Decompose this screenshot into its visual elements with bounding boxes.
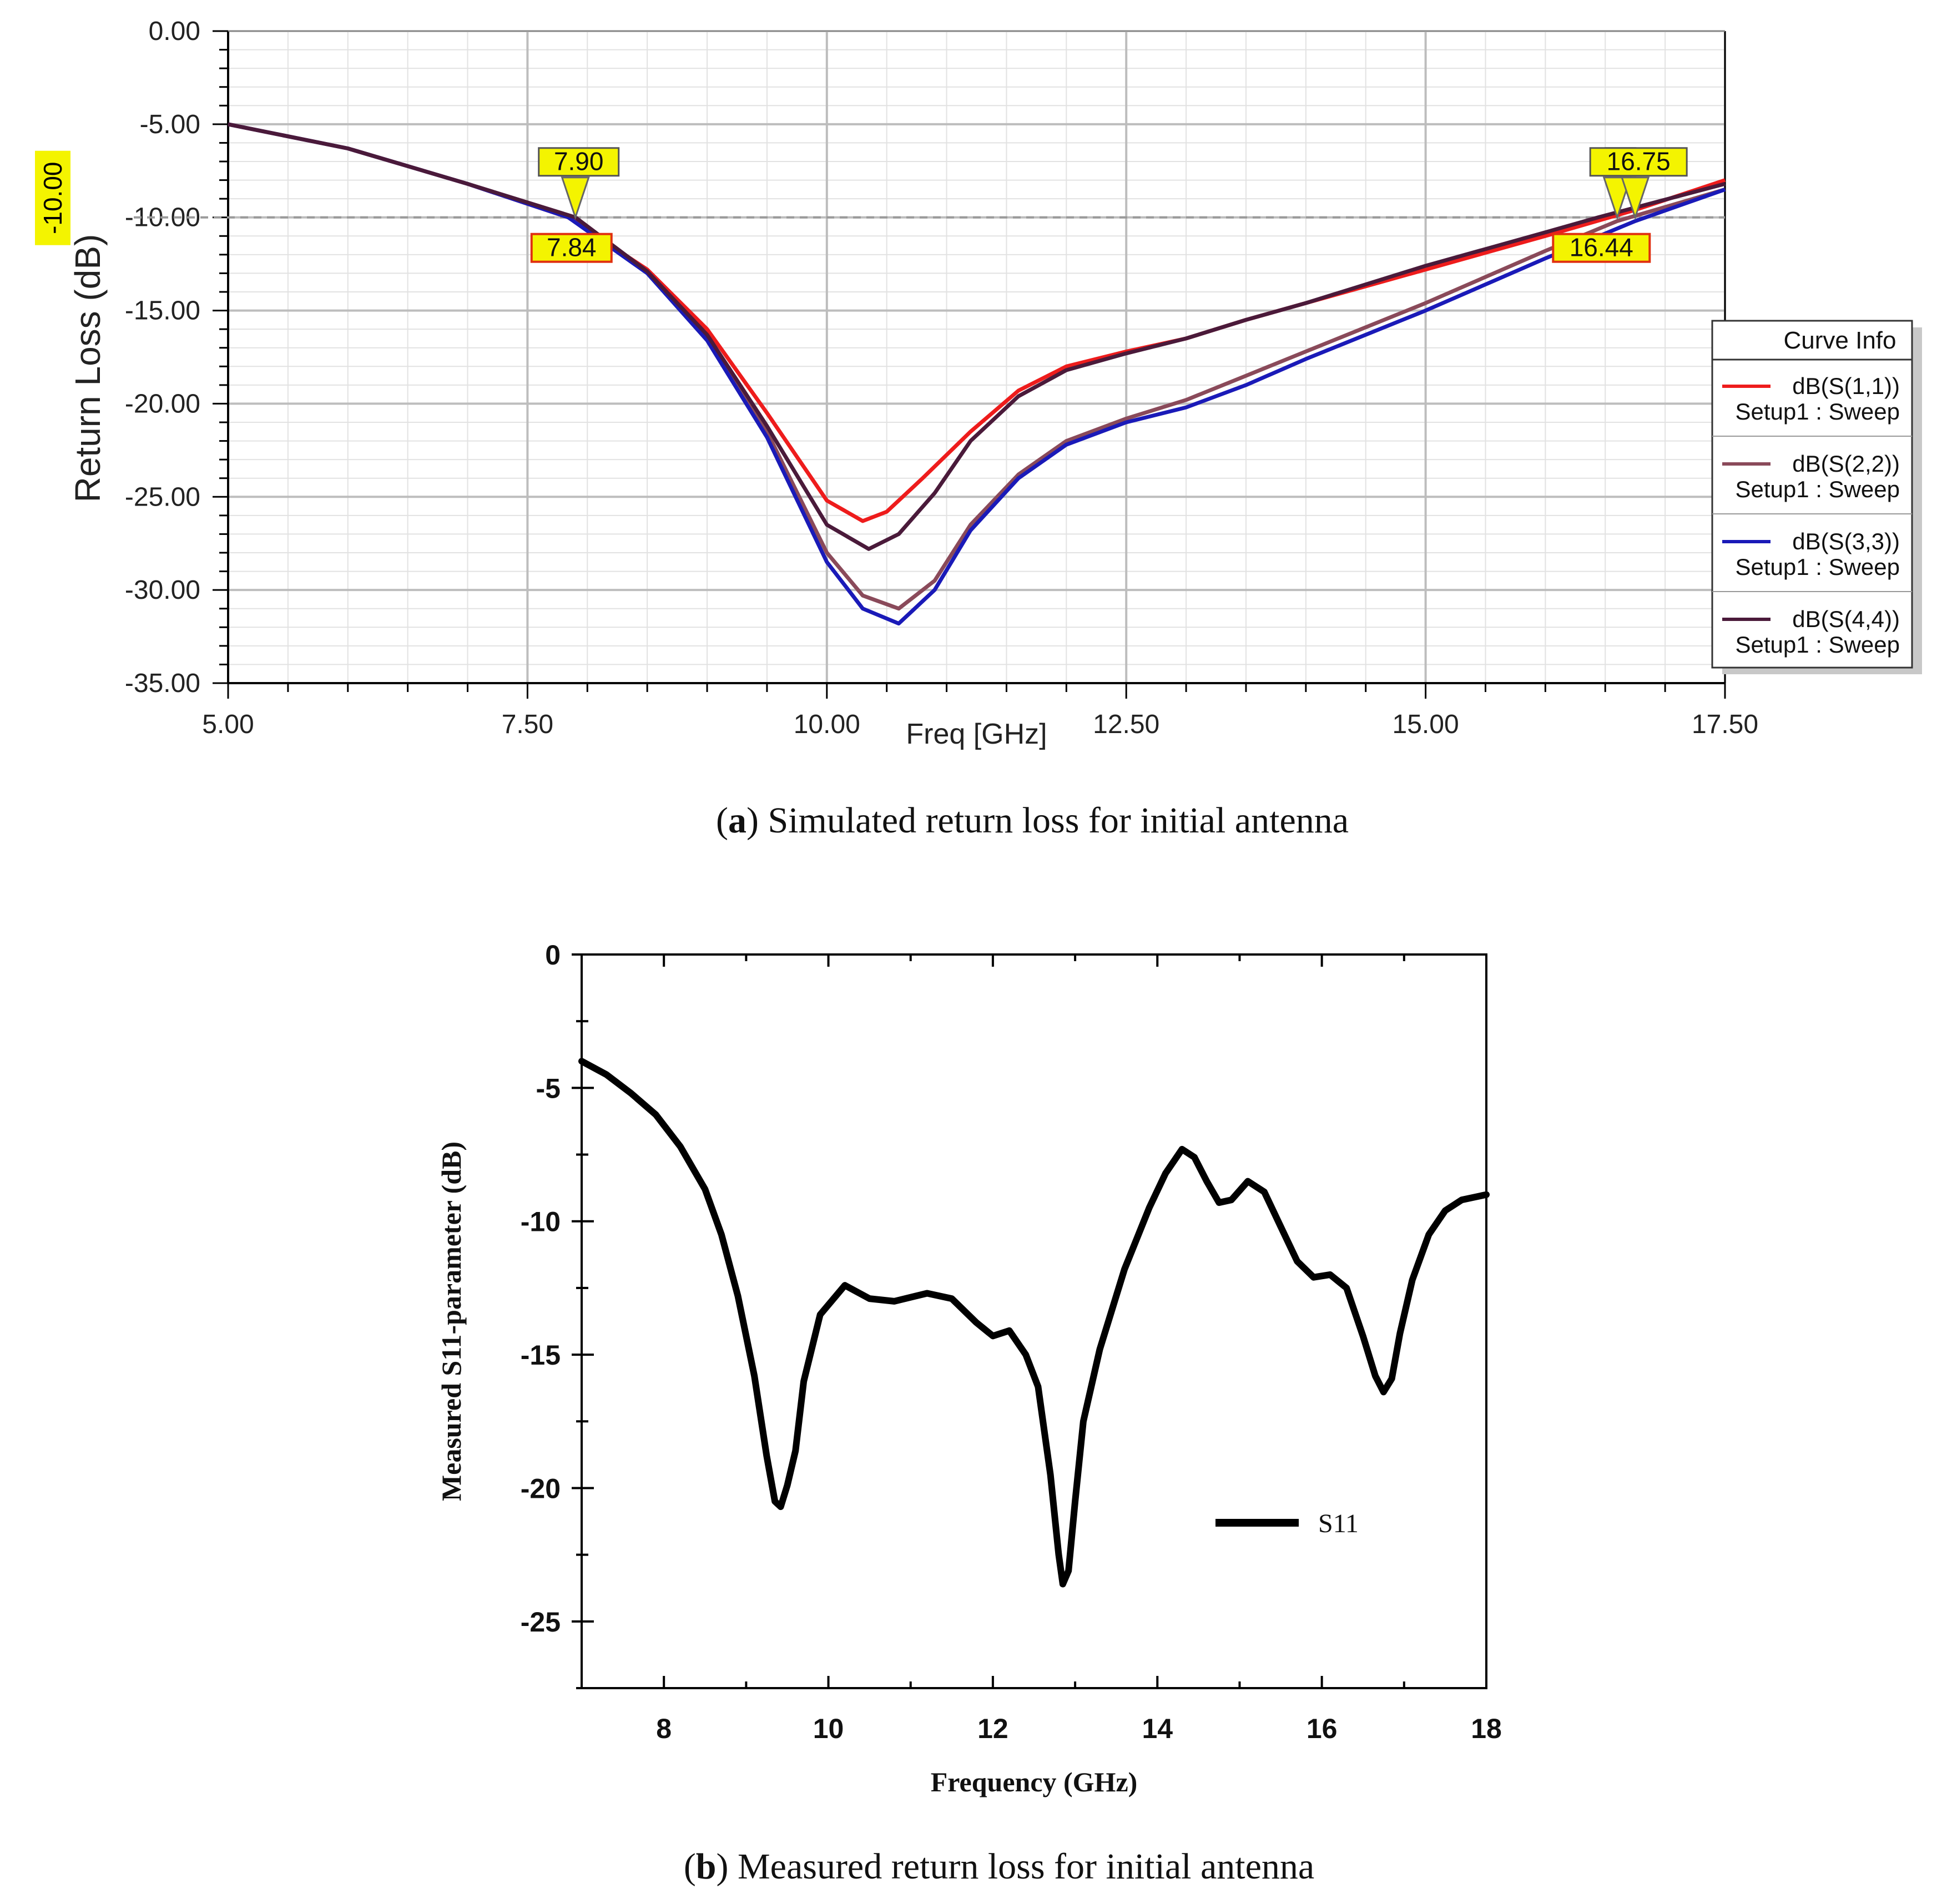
x-tick-label: 17.50 (1692, 710, 1758, 739)
marker-label: 7.84 (547, 233, 597, 262)
marker-triangle (1602, 176, 1632, 220)
x-tick-label: 18 (1471, 1713, 1502, 1744)
panel-a-reference-label: -10.00 (35, 150, 70, 245)
x-tick-label: 12 (977, 1713, 1008, 1744)
panel-a-ticks: 5.00 7.50 10.00 12.50 15.00 17.500.00-5.00-10… (125, 17, 1758, 739)
marker-label: 16.75 (1607, 147, 1671, 176)
panel-b-frame (581, 953, 1487, 1689)
panel-b-legend: S11 (1215, 1509, 1359, 1538)
marker-label: 7.90 (554, 147, 604, 176)
x-tick-label: 10 (813, 1713, 844, 1744)
caption-a-letter: a (728, 800, 746, 841)
y-tick-label: -15 (521, 1340, 561, 1371)
x-tick-label: 12.50 (1093, 710, 1159, 739)
caption-b: (b) Measured return loss for initial ant… (684, 1846, 1314, 1887)
marker-triangle (561, 176, 590, 220)
y-tick-label: -35.00 (125, 669, 200, 698)
caption-b-text: Measured return loss for initial antenna (729, 1846, 1315, 1887)
y-tick-label: 0.00 (149, 17, 200, 46)
panel-a-simulated: 5.00 7.50 10.00 12.50 15.00 17.50 0.00 -5.00 -10… (35, 17, 1922, 750)
panel-a-legend[interactable]: Curve Info dB(S(1,1))Setup1 : SweepdB(S(… (1711, 320, 1922, 674)
reference-line-value: -10.00 (38, 161, 67, 234)
legend-entry-sub: Setup1 : Sweep (1735, 398, 1900, 425)
marker-label-box (1552, 233, 1651, 263)
x-tick-label: 5.00 (202, 710, 254, 739)
y-tick-label: -5 (536, 1073, 561, 1104)
legend-title: Curve Info (1784, 327, 1896, 354)
legend-entry-name: dB(S(3,3)) (1792, 528, 1900, 554)
panel-a-x-axis-label: Freq [GHz] (906, 718, 1047, 750)
panel-b-ticks: 8 10 12 14 16 18 0 -5 -10 -15 -20 -25 (521, 940, 1502, 1744)
marker-label-box (538, 147, 620, 177)
panel-a-gridlines (227, 30, 1726, 684)
legend-entry-dB(S(1,1))[interactable]: dB(S(1,1))Setup1 : Sweep (1722, 373, 1900, 425)
y-tick-label: -30.00 (125, 575, 200, 605)
x-tick-label: 15.00 (1393, 710, 1459, 739)
marker-7-90[interactable]: 7.90 (538, 147, 620, 220)
y-tick-label: -20.00 (125, 389, 200, 418)
y-tick-label: -15.00 (125, 296, 200, 326)
x-tick-label: 8 (656, 1713, 672, 1744)
marker-16-44[interactable]: 16.44 (1552, 233, 1651, 263)
marker-16-75[interactable]: 16.75 (1589, 147, 1688, 220)
marker-label-box (1589, 147, 1688, 177)
panel-b-y-axis-label: Measured S11-parameter (dB) (436, 1142, 467, 1501)
caption-b-letter: b (696, 1846, 717, 1887)
marker-label: 16.44 (1570, 233, 1633, 262)
marker-label-box (530, 233, 613, 263)
legend-entry-sub: Setup1 : Sweep (1735, 476, 1900, 502)
legend-entry-dB(S(2,2))[interactable]: dB(S(2,2))Setup1 : Sweep (1722, 451, 1900, 502)
legend-entry-sub: Setup1 : Sweep (1735, 632, 1900, 658)
y-tick-label: -10 (521, 1206, 561, 1238)
marker-7-84[interactable]: 7.84 (530, 233, 613, 263)
legend-label-S11: S11 (1318, 1509, 1359, 1538)
y-tick-label: 0 (545, 940, 561, 971)
panel-a-plot-background (228, 31, 1725, 683)
panel-b-measured: 8 10 12 14 16 18 0 -5 -10 -15 -20 -25 S11 Frequency… (436, 940, 1502, 1797)
legend-entry-dB(S(3,3))[interactable]: dB(S(3,3))Setup1 : Sweep (1722, 528, 1900, 580)
panel-a-y-axis-label: Return Loss (dB) (68, 234, 108, 503)
y-tick-label: -5.00 (140, 110, 200, 139)
y-tick-label: -25 (521, 1607, 561, 1638)
panel-b-axes-box (581, 953, 1487, 1689)
panel-b-series (578, 1058, 1490, 1588)
y-tick-label: -20 (521, 1473, 561, 1504)
x-tick-label: 16 (1307, 1713, 1338, 1744)
caption-a-text: Simulated return loss for initial antenn… (759, 800, 1349, 841)
x-tick-label: 14 (1142, 1713, 1173, 1744)
caption-a: (a) Simulated return loss for initial an… (716, 800, 1349, 841)
marker-triangle (1621, 176, 1650, 220)
legend-entry-name: dB(S(2,2)) (1792, 451, 1900, 477)
legend-entry-name: dB(S(1,1)) (1792, 373, 1900, 399)
x-tick-label: 10.00 (794, 710, 860, 739)
series-line-S11 (578, 1058, 1490, 1588)
x-tick-label: 7.50 (502, 710, 553, 739)
legend-entry-sub: Setup1 : Sweep (1735, 554, 1900, 580)
legend-entry-name: dB(S(4,4)) (1792, 606, 1900, 632)
panel-b-x-axis-label: Frequency (GHz) (931, 1766, 1138, 1797)
y-tick-label: -25.00 (125, 482, 200, 512)
legend-entry-dB(S(4,4))[interactable]: dB(S(4,4))Setup1 : Sweep (1722, 606, 1900, 658)
